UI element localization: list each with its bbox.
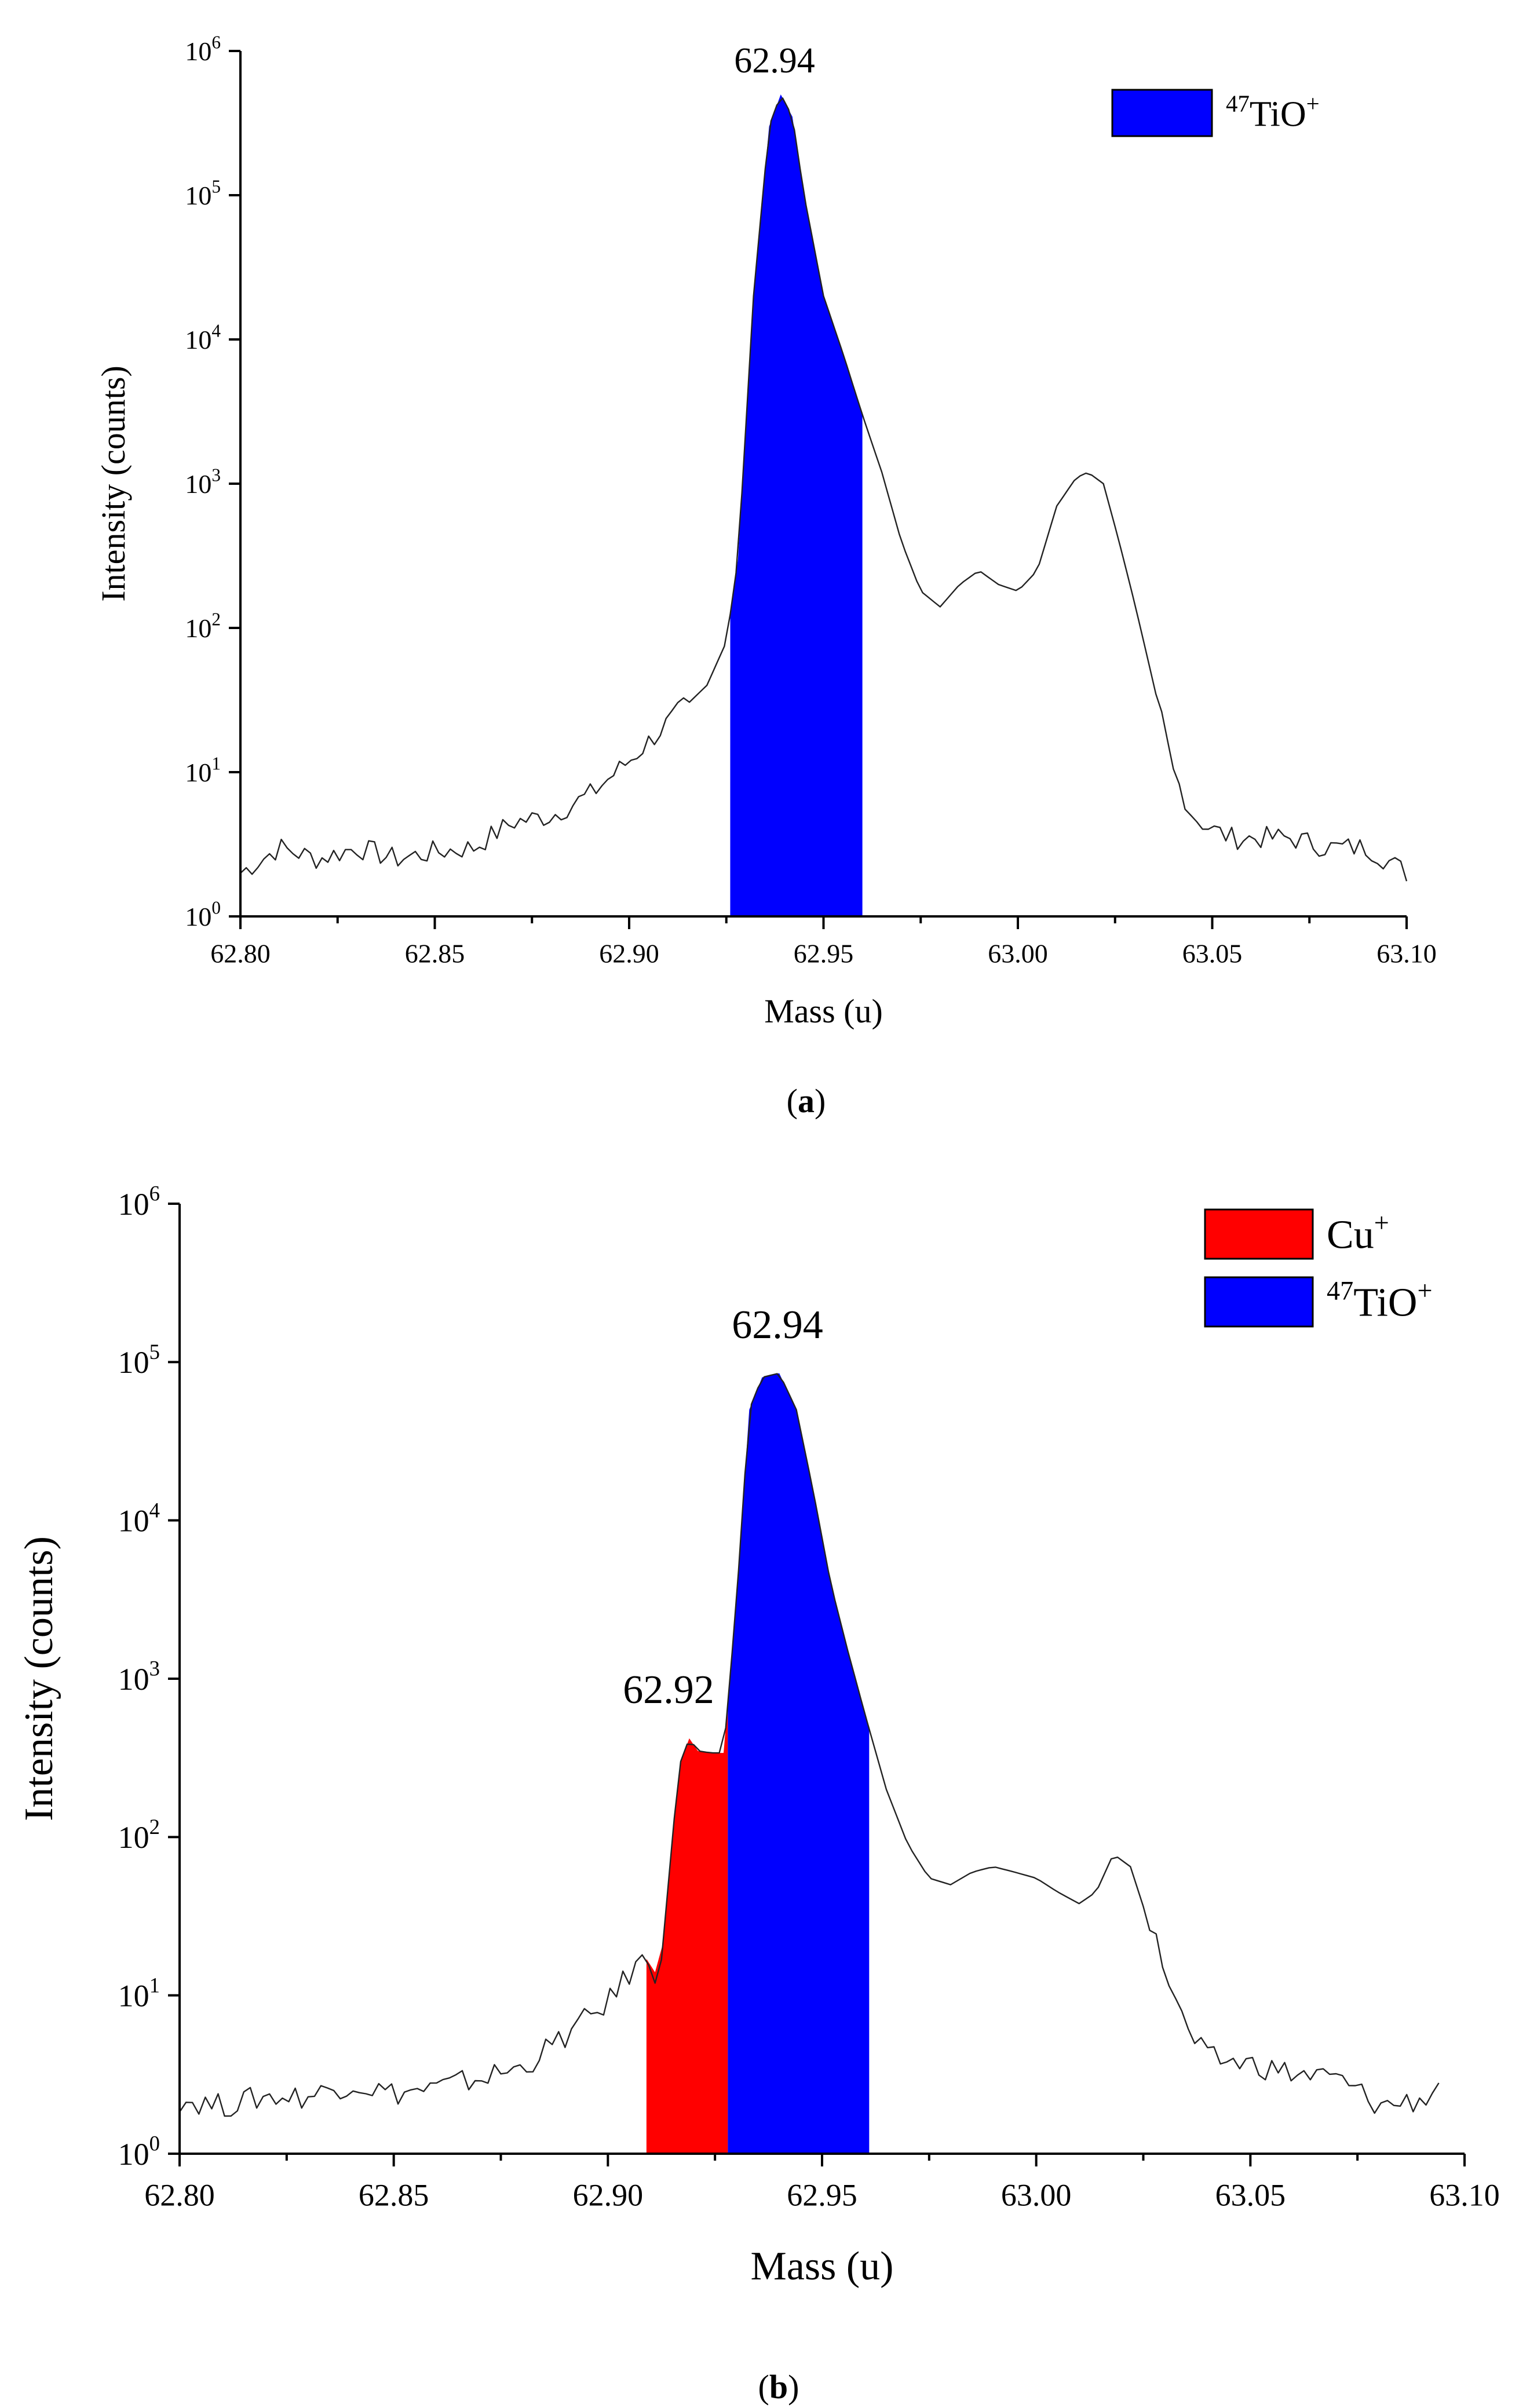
- panel-label: (b): [758, 2368, 799, 2406]
- peak-annotation: 62.94: [732, 1303, 823, 1347]
- x-tick-label: 62.90: [573, 2178, 644, 2213]
- legend-swatch: [1204, 1208, 1314, 1260]
- y-tick-label: 100: [185, 897, 221, 931]
- peak-annotation: 62.94: [734, 41, 815, 81]
- x-tick-label: 62.85: [405, 939, 465, 969]
- y-tick-label: 105: [118, 1340, 160, 1380]
- x-axis-title: Mass (u): [751, 2244, 894, 2289]
- x-tick-label: 62.95: [794, 939, 854, 969]
- panel-label: (a): [787, 1082, 826, 1120]
- x-tick-label: 62.95: [787, 2178, 857, 2213]
- x-tick-label: 63.00: [1001, 2178, 1072, 2213]
- fill-region-0: [730, 94, 863, 916]
- x-tick-label: 63.10: [1429, 2178, 1500, 2213]
- y-tick-label: 100: [118, 2132, 160, 2172]
- y-tick-label: 104: [118, 1498, 160, 1538]
- y-tick-label: 103: [185, 465, 221, 499]
- spectrum-line: [179, 1373, 1440, 2117]
- x-tick-label: 62.80: [144, 2178, 215, 2213]
- legend-swatch: [1204, 1276, 1314, 1328]
- y-tick-label: 104: [185, 320, 221, 355]
- fill-region-1: [728, 1373, 870, 2154]
- chart-panel-b: 62.80 62.85 62.90 62.95 63.00 63.05 63.10 100 10…: [17, 1182, 1500, 2406]
- x-axis-title: Mass (u): [764, 992, 883, 1030]
- y-tick-label: 103: [118, 1657, 160, 1697]
- y-tick-label: 106: [185, 32, 221, 66]
- legend-label: 47TiO+: [1226, 91, 1320, 134]
- chart-panel-a: 62.80 62.85 62.90 62.95 63.00 63.05 63.10 100 10…: [94, 32, 1437, 1120]
- legend-label: Cu+: [1327, 1208, 1389, 1257]
- x-tick-label: 63.05: [1182, 939, 1243, 969]
- x-tick-label: 62.85: [359, 2178, 429, 2213]
- y-tick-label: 101: [118, 1973, 160, 2013]
- y-tick-label: 102: [118, 1815, 160, 1855]
- legend-label: 47TiO+: [1327, 1276, 1433, 1325]
- spectrum-line: [240, 97, 1408, 882]
- y-tick-label: 102: [185, 609, 221, 643]
- x-tick-label: 63.00: [988, 939, 1048, 969]
- y-tick-label: 106: [118, 1182, 160, 1222]
- legend-swatch: [1111, 89, 1213, 137]
- y-tick-label: 105: [185, 176, 221, 210]
- y-axis-title: Intensity (counts): [17, 1536, 61, 1821]
- x-tick-label: 63.10: [1376, 939, 1437, 969]
- peak-annotation: 62.92: [623, 1668, 714, 1712]
- fill-region-0: [646, 1702, 728, 2154]
- x-tick-label: 62.90: [599, 939, 659, 969]
- y-axis-title: Intensity (counts): [94, 366, 132, 602]
- y-tick-label: 101: [185, 753, 221, 787]
- x-tick-label: 63.05: [1215, 2178, 1286, 2213]
- x-tick-label: 62.80: [210, 939, 271, 969]
